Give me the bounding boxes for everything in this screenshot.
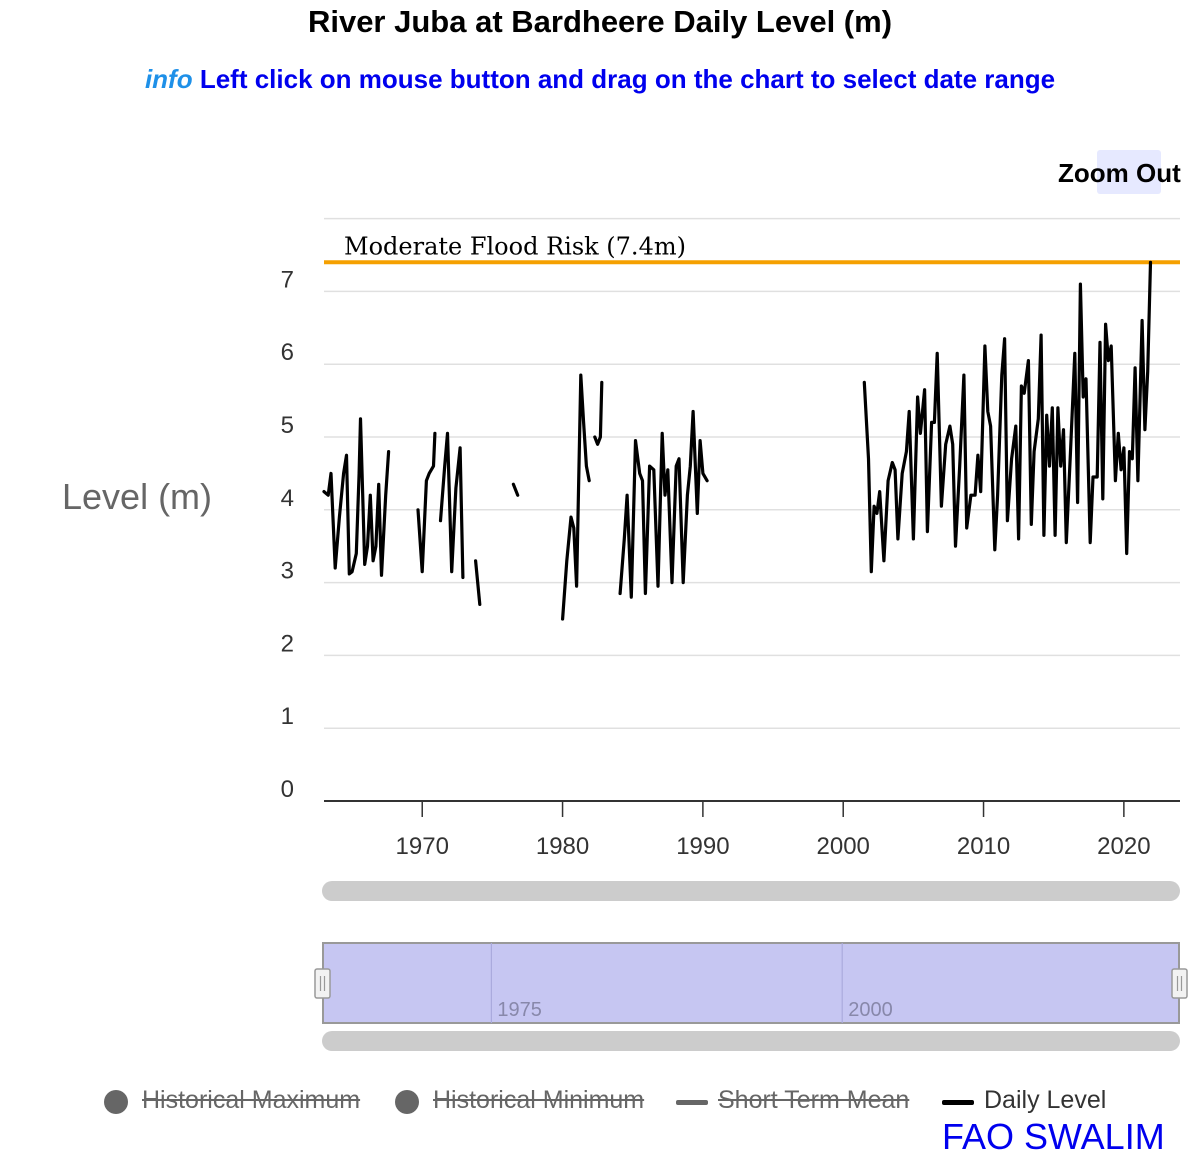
series-segment xyxy=(322,417,391,577)
x-tick-label: 1980 xyxy=(536,833,589,860)
y-tick-label: 7 xyxy=(281,266,294,293)
x-axis-ticks: 1970 1980 1990 2000 2010 2020 xyxy=(396,801,1151,860)
info-text: Left click on mouse button and drag on t… xyxy=(199,64,1056,94)
series-segment xyxy=(618,409,709,599)
x-tick-label: 2000 xyxy=(817,833,870,860)
x-tick-label: 1970 xyxy=(396,833,449,860)
x-tick-label: 1990 xyxy=(676,833,729,860)
navigator-left-handle[interactable] xyxy=(314,968,331,999)
series-segment xyxy=(474,559,482,606)
series-segment xyxy=(862,260,1153,574)
info-instruction: info Left click on mouse button and drag… xyxy=(0,64,1200,95)
chart-title: River Juba at Bardheere Daily Level (m) xyxy=(307,4,893,39)
series-segment xyxy=(438,431,465,580)
y-tick-label: 6 xyxy=(281,339,294,366)
x-tick-label: 2020 xyxy=(1097,833,1150,860)
flood-risk-label: Moderate Flood Risk (7.4m) xyxy=(344,232,686,260)
legend-line-icon xyxy=(942,1100,974,1105)
zoom-out-button[interactable] xyxy=(1097,150,1161,194)
y-tick-label: 3 xyxy=(281,558,294,585)
legend-line-icon xyxy=(676,1100,708,1105)
zoom-out-label[interactable]: Zoom Out xyxy=(1058,158,1181,188)
navigator-tick-label: 2000 xyxy=(848,999,893,1021)
legend-label: Historical Minimum xyxy=(433,1086,645,1114)
navigator-ticks: 1975 2000 xyxy=(490,943,893,1023)
range-navigator[interactable]: 1975 2000 xyxy=(314,942,1188,1024)
daily-level-series[interactable] xyxy=(322,260,1153,621)
series-segment xyxy=(561,373,591,621)
legend-circle-icon xyxy=(395,1090,419,1114)
chart-scrollbar[interactable] xyxy=(322,881,1180,901)
flood-risk-plotline: Moderate Flood Risk (7.4m) xyxy=(324,232,1180,265)
y-axis-ticks: 0 1 2 3 4 5 6 7 xyxy=(281,266,294,803)
series-segment xyxy=(593,380,604,446)
credits-link[interactable]: FAO SWALIM xyxy=(942,1116,1165,1157)
y-axis-title: Level (m) xyxy=(62,476,213,517)
y-tick-label: 4 xyxy=(281,485,294,512)
y-tick-label: 1 xyxy=(281,703,294,730)
gridlines xyxy=(324,217,1180,729)
navigator-tick-label: 1975 xyxy=(497,999,542,1021)
series-segment xyxy=(511,482,520,497)
legend-circle-icon xyxy=(104,1090,128,1114)
y-tick-label: 0 xyxy=(281,776,294,803)
y-tick-label: 5 xyxy=(281,412,294,439)
info-label: info xyxy=(144,64,193,94)
line-chart[interactable]: 0 1 2 3 4 5 6 7 1970 1980 1990 2000 2010 2020 Modera… xyxy=(0,0,1200,1080)
x-tick-label: 2010 xyxy=(957,833,1010,860)
navigator-scrollbar[interactable] xyxy=(322,1031,1180,1051)
series-segment xyxy=(416,431,437,574)
navigator-selection[interactable] xyxy=(322,942,1180,1024)
legend-label: Historical Maximum xyxy=(142,1086,361,1114)
navigator-right-handle[interactable] xyxy=(1171,968,1188,999)
y-tick-label: 2 xyxy=(281,630,294,657)
chart-legend: Historical Maximum Historical Minimum Sh… xyxy=(0,1084,1200,1120)
legend-label: Short Term Mean xyxy=(718,1086,910,1114)
legend-label: Daily Level xyxy=(984,1086,1107,1114)
